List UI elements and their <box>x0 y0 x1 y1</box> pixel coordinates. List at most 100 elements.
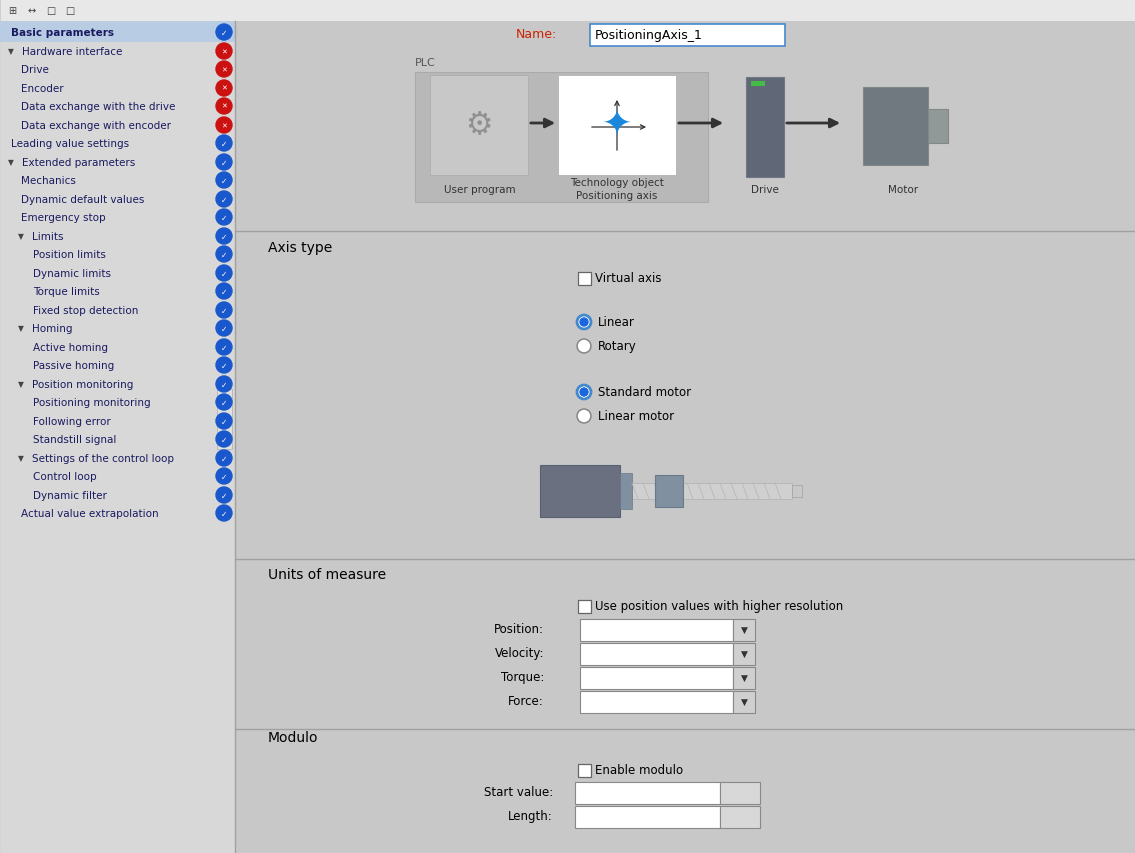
Circle shape <box>216 321 232 337</box>
Circle shape <box>216 414 232 430</box>
Circle shape <box>577 316 591 329</box>
Text: □: □ <box>65 6 74 16</box>
Circle shape <box>216 432 232 448</box>
FancyBboxPatch shape <box>655 475 683 508</box>
Text: ▼: ▼ <box>8 159 14 167</box>
FancyBboxPatch shape <box>792 485 802 497</box>
Text: Homing: Homing <box>32 323 73 334</box>
Text: ▼: ▼ <box>740 697 748 705</box>
Text: Standard motor: Standard motor <box>598 386 691 399</box>
Circle shape <box>580 319 588 327</box>
Circle shape <box>216 247 232 263</box>
Text: Mechanics: Mechanics <box>22 176 76 186</box>
FancyBboxPatch shape <box>578 601 591 613</box>
FancyBboxPatch shape <box>580 619 733 641</box>
Text: ✕: ✕ <box>221 49 227 55</box>
Text: Hardware interface: Hardware interface <box>22 47 123 57</box>
Text: Leading value settings: Leading value settings <box>11 139 129 148</box>
Text: Positioning monitoring: Positioning monitoring <box>33 397 151 408</box>
Text: N: N <box>585 694 592 708</box>
Circle shape <box>216 136 232 152</box>
Text: ✓: ✓ <box>221 472 227 481</box>
Text: Settings of the control loop: Settings of the control loop <box>32 454 174 463</box>
Text: ▼: ▼ <box>740 649 748 658</box>
FancyBboxPatch shape <box>580 691 733 713</box>
Text: Use position values with higher resolution: Use position values with higher resoluti… <box>595 600 843 612</box>
Text: ✓: ✓ <box>221 139 227 148</box>
Text: Encoder: Encoder <box>22 84 64 94</box>
FancyBboxPatch shape <box>0 0 1135 22</box>
Circle shape <box>216 487 232 503</box>
Text: Virtual axis: Virtual axis <box>595 272 662 285</box>
Text: Extended parameters: Extended parameters <box>22 158 135 168</box>
Circle shape <box>216 99 232 115</box>
Text: ✓: ✓ <box>221 435 227 444</box>
Text: Linear motor: Linear motor <box>598 410 674 423</box>
Text: ▼: ▼ <box>18 454 24 463</box>
Circle shape <box>577 409 591 423</box>
Text: ▼: ▼ <box>740 624 748 634</box>
Text: ✓: ✓ <box>221 270 227 278</box>
Text: ✓: ✓ <box>221 250 227 259</box>
Text: ✓: ✓ <box>221 177 227 185</box>
Text: Velocity:: Velocity: <box>495 647 544 659</box>
Text: 1000.0: 1000.0 <box>579 809 620 822</box>
Text: Nm: Nm <box>585 670 604 684</box>
Text: Axis type: Axis type <box>268 241 333 255</box>
Circle shape <box>216 44 232 60</box>
Circle shape <box>216 450 232 467</box>
Text: ⊞: ⊞ <box>8 6 16 16</box>
Circle shape <box>216 339 232 356</box>
FancyBboxPatch shape <box>746 78 784 177</box>
Text: ▼: ▼ <box>18 324 24 334</box>
Text: mm: mm <box>729 809 751 822</box>
FancyBboxPatch shape <box>235 730 1135 853</box>
FancyBboxPatch shape <box>590 25 785 47</box>
Text: ✕: ✕ <box>221 123 227 129</box>
Text: Technology object
Positioning axis: Technology object Positioning axis <box>570 177 664 201</box>
Text: ▼: ▼ <box>740 673 748 682</box>
Circle shape <box>216 210 232 226</box>
Circle shape <box>216 118 232 134</box>
Text: Units of measure: Units of measure <box>268 567 386 581</box>
Text: Control loop: Control loop <box>33 472 96 481</box>
Text: 0.0: 0.0 <box>579 786 597 798</box>
Text: Enable modulo: Enable modulo <box>595 763 683 776</box>
Circle shape <box>216 62 232 78</box>
Text: ✕: ✕ <box>221 67 227 73</box>
Text: ▼: ▼ <box>8 48 14 56</box>
Circle shape <box>216 154 232 171</box>
Circle shape <box>216 303 232 319</box>
Text: Limits: Limits <box>32 232 64 241</box>
Text: User program: User program <box>444 185 515 194</box>
Text: ✓: ✓ <box>221 454 227 463</box>
Text: ✓: ✓ <box>221 306 227 315</box>
Text: ✕: ✕ <box>221 104 227 110</box>
Text: ✓: ✓ <box>221 398 227 407</box>
Text: mm: mm <box>585 623 607 635</box>
Text: ▸: ▸ <box>222 442 226 448</box>
Text: Fixed stop detection: Fixed stop detection <box>33 305 138 316</box>
Text: Emergency stop: Emergency stop <box>22 212 106 223</box>
FancyBboxPatch shape <box>415 73 708 203</box>
Text: Dynamic filter: Dynamic filter <box>33 490 107 501</box>
FancyBboxPatch shape <box>575 782 720 804</box>
FancyBboxPatch shape <box>235 22 1135 853</box>
Text: ✓: ✓ <box>221 380 227 389</box>
FancyBboxPatch shape <box>0 22 235 853</box>
Circle shape <box>580 389 588 397</box>
Circle shape <box>577 386 591 399</box>
Text: ✓: ✓ <box>221 343 227 352</box>
Text: Modulo: Modulo <box>268 730 319 744</box>
Text: ✓: ✓ <box>221 232 227 241</box>
Text: Actual value extrapolation: Actual value extrapolation <box>22 508 159 519</box>
FancyBboxPatch shape <box>928 110 948 144</box>
Text: Position limits: Position limits <box>33 250 106 259</box>
Text: Following error: Following error <box>33 416 111 426</box>
FancyBboxPatch shape <box>235 233 1135 555</box>
Text: Start value:: Start value: <box>484 786 553 798</box>
Circle shape <box>216 376 232 392</box>
Circle shape <box>216 357 232 374</box>
FancyBboxPatch shape <box>558 76 676 176</box>
Text: mm/s: mm/s <box>585 647 617 659</box>
